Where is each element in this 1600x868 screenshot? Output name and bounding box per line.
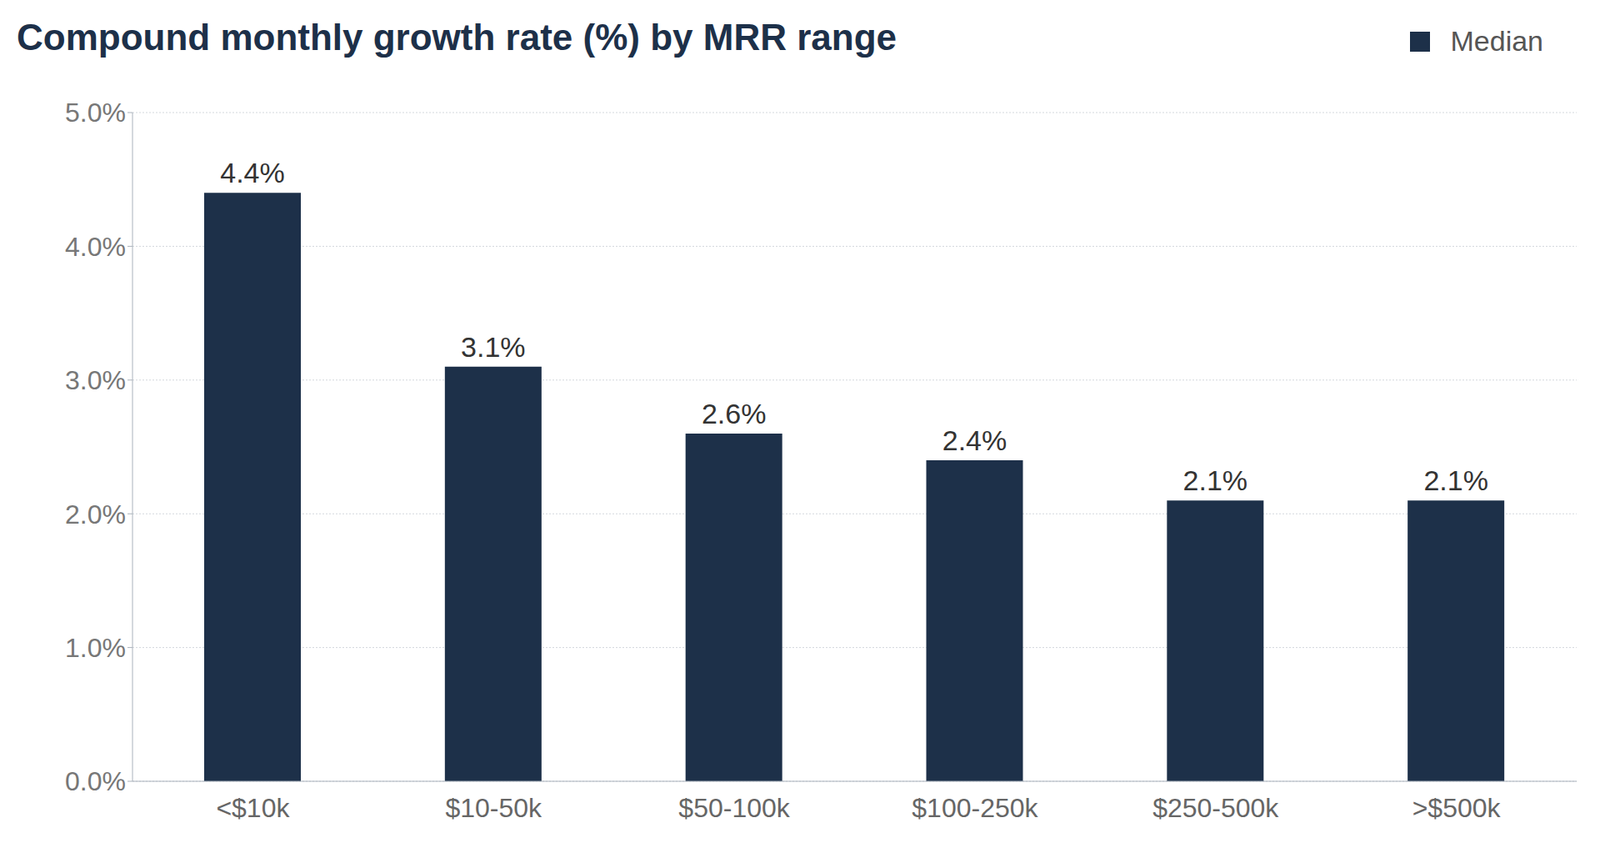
svg-text:2.6%: 2.6%	[701, 397, 767, 430]
html-text:Compound monthly growth rate (: Compound monthly growth rate (%) by MRR …	[16, 16, 897, 58]
svg-text:2.1%: 2.1%	[1183, 464, 1249, 496]
html-text:Median: Median	[1450, 25, 1544, 57]
svg-text:>$500k: >$500k	[1412, 792, 1502, 823]
svg-text:0.0%: 0.0%	[65, 765, 126, 796]
svg-text:$100-250k: $100-250k	[911, 792, 1039, 823]
svg-text:4.0%: 4.0%	[65, 231, 126, 262]
svg-text:$250-500k: $250-500k	[1152, 792, 1280, 823]
svg-text:5.0%: 5.0%	[65, 97, 126, 128]
svg-text:3.1%: 3.1%	[460, 330, 526, 363]
svg-text:$10-50k: $10-50k	[445, 792, 543, 823]
svg-text:1.0%: 1.0%	[65, 632, 126, 663]
svg-text:2.0%: 2.0%	[65, 499, 126, 530]
svg-text:2.4%: 2.4%	[942, 424, 1008, 456]
svg-text:$50-100k: $50-100k	[678, 792, 790, 823]
svg-text:2.1%: 2.1%	[1423, 464, 1489, 496]
svg-text:<$10k: <$10k	[215, 792, 290, 823]
svg-text:3.0%: 3.0%	[65, 365, 126, 395]
svg-text:4.4%: 4.4%	[220, 156, 285, 189]
